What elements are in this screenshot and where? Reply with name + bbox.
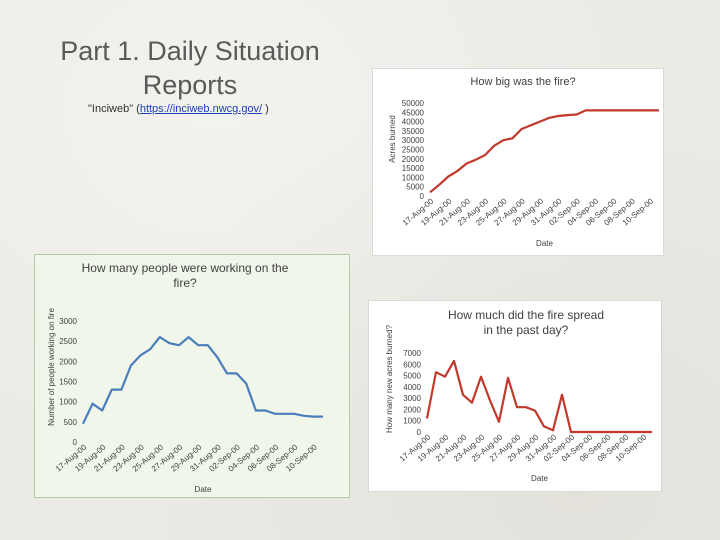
fire-size-chart: How big was the fire? 0500010000150002000… xyxy=(388,76,660,248)
chart-title-line: in the past day? xyxy=(484,323,569,337)
y-tick-label: 500 xyxy=(64,418,78,427)
y-tick-label: 6000 xyxy=(403,360,421,369)
y-axis-title: Number of people working on fire xyxy=(47,308,56,426)
workers-chart: How many people were working on thefire?… xyxy=(47,261,324,494)
y-tick-label: 35000 xyxy=(402,127,425,136)
y-tick-label: 3000 xyxy=(403,394,421,403)
series-line xyxy=(82,335,323,425)
chart-title-line: How many people were working on the xyxy=(82,261,289,275)
chart-title-line: How much did the fire spread xyxy=(448,308,604,322)
y-tick-label: 5000 xyxy=(406,183,424,192)
y-tick-label: 1000 xyxy=(403,417,421,426)
y-tick-label: 15000 xyxy=(402,164,425,173)
y-tick-label: 0 xyxy=(73,438,78,447)
y-axis-title: Acres burned xyxy=(388,115,397,163)
x-axis-title: Date xyxy=(531,474,548,483)
y-tick-label: 50000 xyxy=(402,99,425,108)
spread-chart-panel: How much did the fire spread in the past … xyxy=(368,300,662,492)
source-suffix: ) xyxy=(262,103,269,115)
series-line xyxy=(429,109,659,194)
y-tick-label: 3000 xyxy=(59,317,77,326)
series-line xyxy=(425,359,652,434)
fire-size-chart-panel: How big was the fire? 0 5000 10000 15000 2000… xyxy=(372,68,664,256)
y-axis-title: How many new acres burned? xyxy=(385,324,394,433)
chart-title-line: fire? xyxy=(173,276,197,290)
y-tick-label: 30000 xyxy=(402,136,425,145)
y-tick-label: 4000 xyxy=(403,383,421,392)
chart-title-line: How big was the fire? xyxy=(470,76,575,88)
y-tick-label: 40000 xyxy=(402,118,425,127)
source-prefix: "Inciweb" ( xyxy=(88,103,140,115)
slide-title: Part 1. Daily Situation Reports xyxy=(60,36,320,100)
y-tick-label: 0 xyxy=(420,192,425,201)
y-tick-label: 7000 xyxy=(403,349,421,358)
source-citation: "Inciweb" (https://inciweb.nwcg.gov/ ) xyxy=(88,103,269,115)
y-tick-label: 1500 xyxy=(59,378,77,387)
y-tick-label: 25000 xyxy=(402,146,425,155)
x-axis-title: Date xyxy=(536,239,553,248)
y-tick-label: 2500 xyxy=(59,337,77,346)
workers-chart-panel: How many people were working on the fire?… xyxy=(34,254,350,498)
y-tick-label: 10000 xyxy=(402,173,425,182)
y-tick-label: 0 xyxy=(417,428,422,437)
y-tick-label: 45000 xyxy=(402,108,425,117)
y-tick-label: 2000 xyxy=(59,357,77,366)
y-tick-label: 5000 xyxy=(403,372,421,381)
y-tick-label: 2000 xyxy=(403,405,421,414)
y-tick-label: 20000 xyxy=(402,155,425,164)
y-tick-label: 1000 xyxy=(59,398,77,407)
inciweb-link[interactable]: https://inciweb.nwcg.gov/ xyxy=(139,103,263,115)
x-axis-title: Date xyxy=(195,485,212,494)
